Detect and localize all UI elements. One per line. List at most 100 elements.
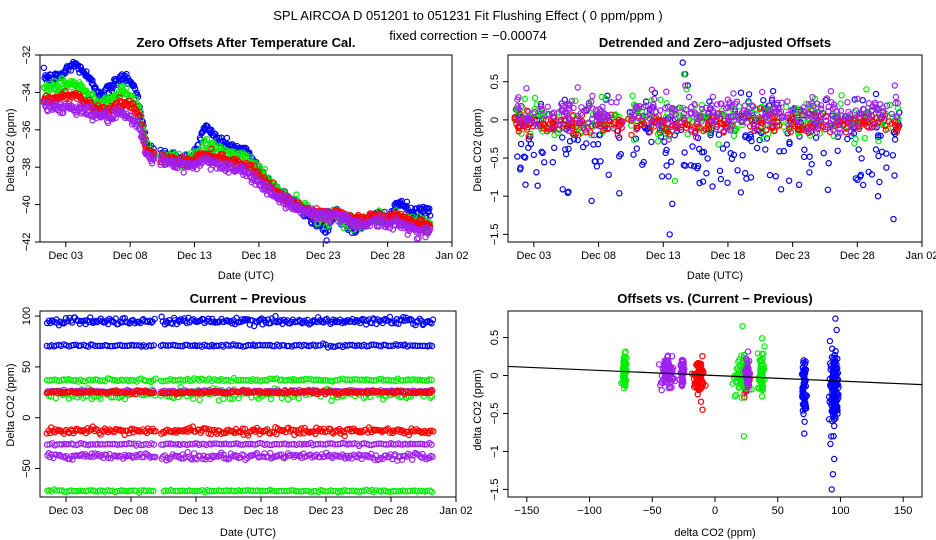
plot-frame: [507, 54, 923, 243]
data-point-blue: [860, 181, 867, 189]
data-point-blue: [890, 215, 897, 223]
data-point-green: [671, 177, 679, 185]
y-axis-label: Delta CO2 (ppm): [5, 108, 17, 191]
data-point-blue: [668, 158, 675, 165]
data-point-green: [261, 165, 268, 173]
y-tick-label: −40: [21, 195, 33, 214]
data-point-purple: [892, 93, 900, 101]
data-point-blue: [89, 77, 96, 84]
data-point-purple: [730, 90, 737, 97]
data-point-purple: [117, 109, 124, 117]
data-point-green: [293, 191, 300, 198]
data-point-green: [783, 103, 790, 111]
x-tick-label: Jan 02: [439, 505, 472, 517]
data-point-blue: [848, 132, 855, 140]
data-point-blue: [538, 148, 545, 155]
data-point-blue: [663, 162, 670, 169]
x-tick-label: Dec 18: [244, 505, 279, 517]
y-tick-label: −42: [21, 233, 33, 252]
data-point-purple: [285, 193, 292, 201]
data-point-blue: [223, 134, 231, 142]
data-point-red: [208, 145, 215, 152]
data-point-purple: [151, 155, 158, 163]
data-point-purple: [317, 214, 324, 222]
x-tick-label: Dec 18: [711, 250, 746, 262]
data-point-blue: [574, 136, 581, 144]
data-point-blue: [514, 153, 521, 160]
plot-frame: [39, 310, 457, 498]
data-point-blue: [851, 96, 858, 103]
data-point-blue: [766, 171, 774, 179]
figure-subtitle: fixed correction = −0.00074: [389, 28, 547, 43]
x-tick-label: Dec 08: [581, 250, 616, 262]
data-point-blue: [820, 149, 827, 157]
data-point-red: [251, 162, 258, 169]
x-tick-label: Dec 08: [113, 250, 148, 262]
data-point-blue: [865, 168, 872, 176]
data-point-blue: [704, 155, 711, 162]
data-point-blue: [889, 152, 897, 159]
data-point-green-low: [196, 396, 203, 404]
data-point-purple: [380, 214, 387, 222]
data-point-green: [521, 95, 529, 103]
x-axis-label: Date (UTC): [687, 270, 743, 282]
data-point-blue: [872, 90, 880, 98]
data-point-blue: [108, 87, 116, 95]
x-tick-label: Dec 23: [309, 505, 344, 517]
data-point-blue: [772, 173, 780, 180]
data-point-red: [402, 210, 409, 218]
data-point-green-low: [267, 395, 275, 403]
data-point-blue: [825, 159, 832, 167]
data-point-blue: [874, 192, 882, 200]
data-point-green: [531, 94, 539, 102]
data-point-green: [863, 86, 870, 93]
data-point-purple: [138, 132, 146, 139]
data-point-blue: [703, 169, 710, 177]
data-point-purple: [415, 234, 422, 242]
data-point-blue: [719, 145, 727, 152]
data-point-blue: [753, 144, 761, 152]
data-point-blue: [822, 96, 829, 104]
data-point-blue: [666, 231, 673, 238]
data-point-purple: [87, 102, 95, 110]
data-point-green: [322, 223, 329, 230]
data-point-blue: [806, 169, 813, 176]
data-point-blue: [824, 186, 832, 193]
x-axis-label: Date (UTC): [220, 527, 276, 539]
data-point-blue: [605, 171, 612, 178]
data-point-blue: [875, 152, 882, 160]
data-point-purple: [574, 84, 582, 91]
data-point-blue: [630, 151, 637, 158]
data-point-red: [141, 142, 149, 149]
data-point-blue: [323, 237, 330, 244]
y-tick-label: −1.5: [489, 224, 501, 246]
y-tick-label: −1: [489, 190, 501, 203]
data-point-purple: [150, 152, 157, 159]
y-tick-label: 0: [21, 415, 33, 421]
data-point-green-low: [220, 395, 227, 402]
panel-title: Detrended and Zero−adjusted Offsets: [599, 35, 831, 50]
data-point-blue: [724, 179, 731, 186]
x-tick-label: Jan 02: [435, 250, 468, 262]
data-point-purple: [281, 188, 289, 195]
data-point-purple: [141, 138, 148, 145]
data-point-blue: [801, 146, 808, 153]
data-point-blue: [669, 200, 676, 207]
data-point-blue: [130, 82, 138, 90]
data-point-purple: [608, 98, 615, 106]
data-point-blue: [40, 64, 48, 72]
data-point-purple: [103, 107, 110, 114]
data-point-blue: [699, 178, 707, 185]
data-point-blue: [806, 153, 813, 160]
data-point-purple: [784, 98, 791, 105]
data-point-purple: [589, 92, 596, 100]
data-point-blue: [883, 164, 890, 171]
data-point-blue: [559, 134, 566, 141]
data-point-blue: [658, 173, 666, 180]
data-point-blue: [403, 198, 411, 205]
y-tick-label: 0.5: [489, 74, 501, 89]
x-tick-label: Dec 28: [840, 250, 875, 262]
data-point-blue: [530, 151, 538, 159]
data-point-green: [838, 92, 845, 99]
data-point-purple: [523, 85, 530, 92]
